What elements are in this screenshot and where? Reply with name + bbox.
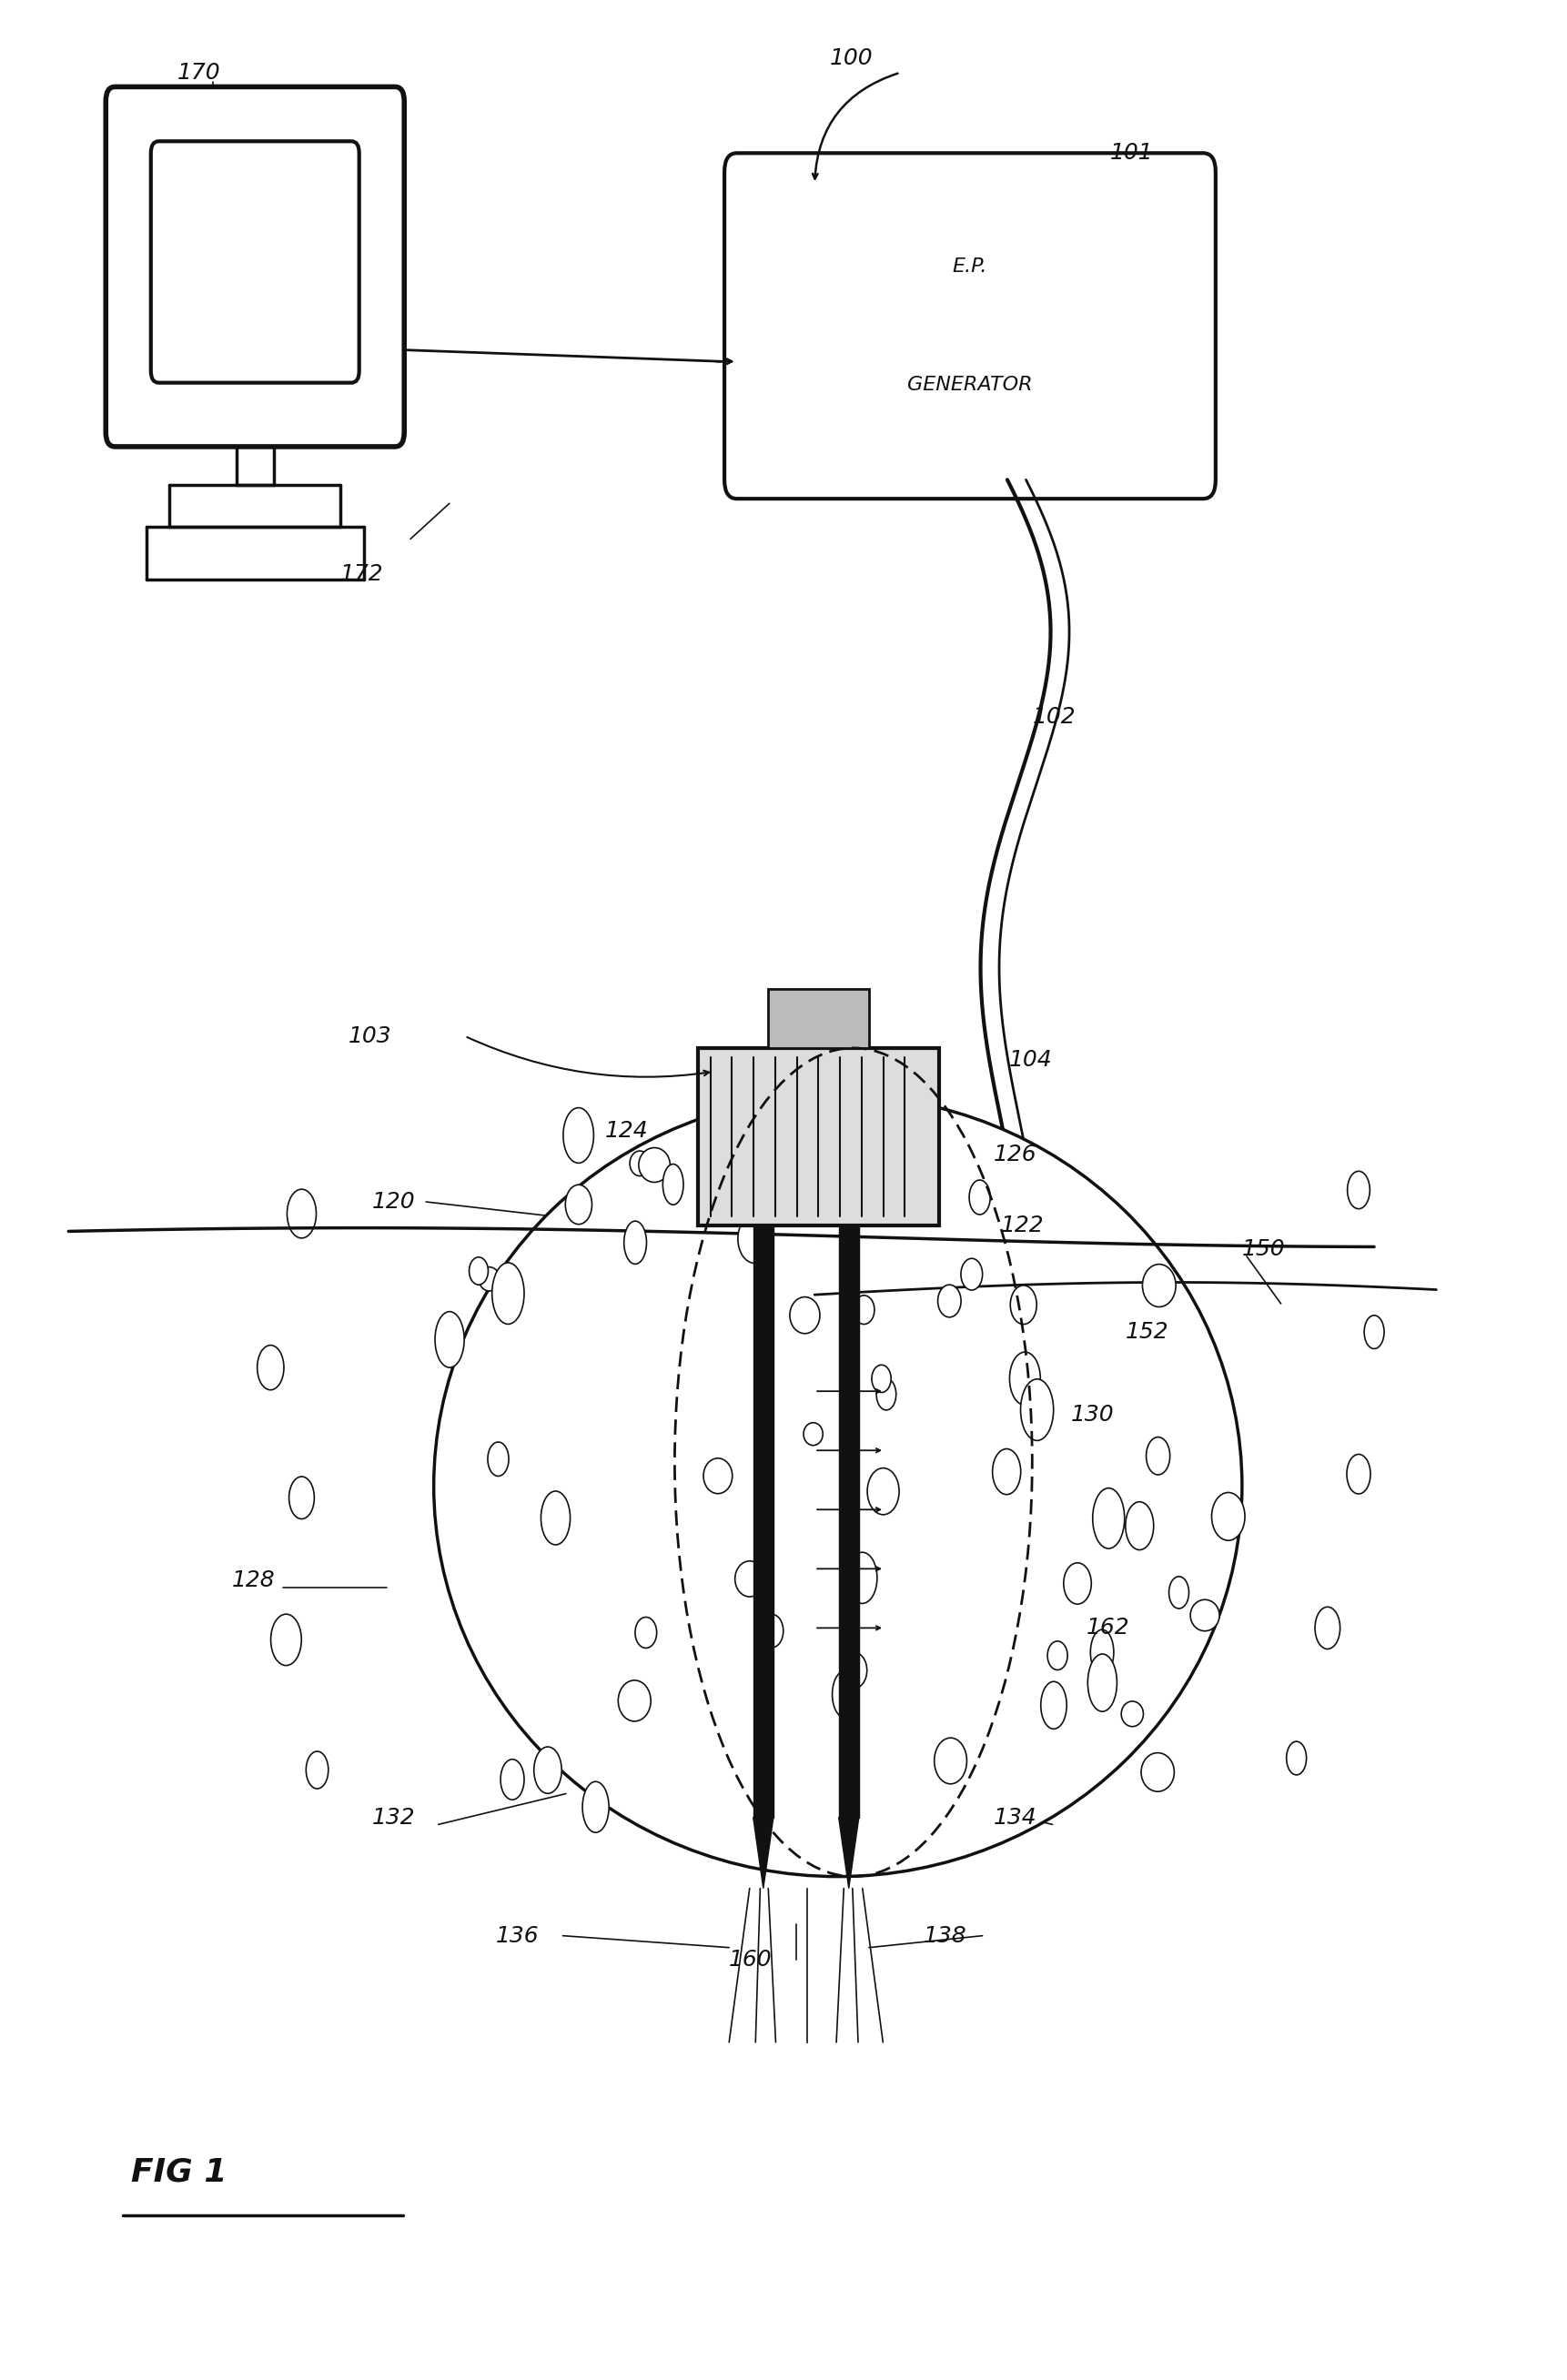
Bar [838,1226,859,1818]
Ellipse shape [480,1266,500,1290]
Text: 132: 132 [371,1806,415,1828]
Text: 152: 152 [1125,1321,1169,1342]
Ellipse shape [704,1459,732,1495]
Text: 120: 120 [371,1190,415,1214]
Ellipse shape [854,1295,874,1323]
Ellipse shape [1145,1438,1171,1476]
Ellipse shape [738,1214,771,1264]
Ellipse shape [617,1680,650,1721]
Ellipse shape [871,1364,892,1392]
Ellipse shape [876,1378,896,1409]
Text: 136: 136 [495,1925,539,1947]
Ellipse shape [1365,1316,1384,1349]
Ellipse shape [1020,1378,1053,1440]
Text: 150: 150 [1243,1238,1285,1259]
Text: 124: 124 [605,1121,649,1142]
Ellipse shape [257,1345,284,1390]
Ellipse shape [1346,1454,1371,1495]
Text: GENERATOR: GENERATOR [907,376,1033,395]
Ellipse shape [1191,1599,1219,1630]
Ellipse shape [287,1190,317,1238]
Ellipse shape [1087,1654,1117,1711]
Text: 102: 102 [1033,704,1075,728]
Text: E.P.: E.P. [953,257,987,276]
Ellipse shape [500,1759,523,1799]
Text: 170: 170 [177,62,221,83]
Ellipse shape [1064,1564,1091,1604]
Ellipse shape [804,1423,823,1445]
Ellipse shape [1040,1683,1067,1728]
Ellipse shape [469,1257,489,1285]
Text: 100: 100 [831,48,873,69]
Ellipse shape [492,1264,525,1323]
Text: 160: 160 [729,1949,773,1971]
Ellipse shape [306,1752,329,1790]
Ellipse shape [563,1107,594,1164]
Text: 162: 162 [1086,1616,1130,1640]
Ellipse shape [865,1135,893,1183]
Ellipse shape [762,1614,784,1647]
Polygon shape [838,1818,859,1887]
Text: 130: 130 [1072,1404,1114,1426]
Ellipse shape [735,1561,765,1597]
Ellipse shape [436,1311,464,1368]
FancyBboxPatch shape [724,152,1216,500]
Ellipse shape [1211,1492,1244,1540]
Ellipse shape [1125,1502,1153,1549]
Ellipse shape [566,1185,592,1223]
Ellipse shape [635,1616,657,1647]
Ellipse shape [934,1737,967,1785]
Ellipse shape [832,1671,857,1718]
Bar [754,1226,774,1818]
Ellipse shape [1169,1576,1189,1609]
Ellipse shape [841,1652,867,1687]
Ellipse shape [1141,1752,1174,1792]
Ellipse shape [961,1259,983,1290]
FancyBboxPatch shape [107,86,404,447]
Ellipse shape [848,1552,878,1604]
Ellipse shape [583,1783,610,1833]
Ellipse shape [1009,1352,1040,1404]
Ellipse shape [790,1297,820,1333]
Text: 134: 134 [993,1806,1037,1828]
Text: 103: 103 [348,1026,392,1047]
FancyBboxPatch shape [150,140,359,383]
Ellipse shape [288,1476,315,1518]
Ellipse shape [624,1221,647,1264]
Ellipse shape [1315,1606,1340,1649]
Ellipse shape [663,1164,683,1204]
Ellipse shape [1091,1630,1114,1676]
Polygon shape [754,1818,774,1887]
Ellipse shape [799,1154,831,1216]
Text: 138: 138 [923,1925,967,1947]
Ellipse shape [992,1449,1020,1495]
Ellipse shape [970,1180,990,1214]
Text: 172: 172 [340,564,384,585]
Ellipse shape [639,1147,671,1183]
Ellipse shape [1092,1488,1125,1549]
Ellipse shape [867,1468,899,1514]
Ellipse shape [1011,1285,1037,1323]
Ellipse shape [1122,1702,1144,1725]
Ellipse shape [937,1285,961,1316]
Ellipse shape [1348,1171,1370,1209]
Ellipse shape [434,1095,1243,1875]
Ellipse shape [1287,1742,1307,1775]
Ellipse shape [1047,1642,1067,1671]
Ellipse shape [534,1747,561,1795]
Text: 122: 122 [1001,1214,1045,1238]
Text: 101: 101 [1109,143,1153,164]
Ellipse shape [741,1180,762,1216]
Text: 126: 126 [993,1142,1037,1166]
Bar [768,988,870,1047]
FancyBboxPatch shape [697,1047,939,1226]
Text: FIG 1: FIG 1 [130,2156,227,2187]
Ellipse shape [541,1492,570,1545]
Ellipse shape [630,1152,650,1176]
Ellipse shape [1142,1264,1175,1307]
Text: 128: 128 [232,1571,276,1592]
Text: 104: 104 [1009,1050,1051,1071]
Ellipse shape [271,1614,301,1666]
Ellipse shape [487,1442,509,1476]
